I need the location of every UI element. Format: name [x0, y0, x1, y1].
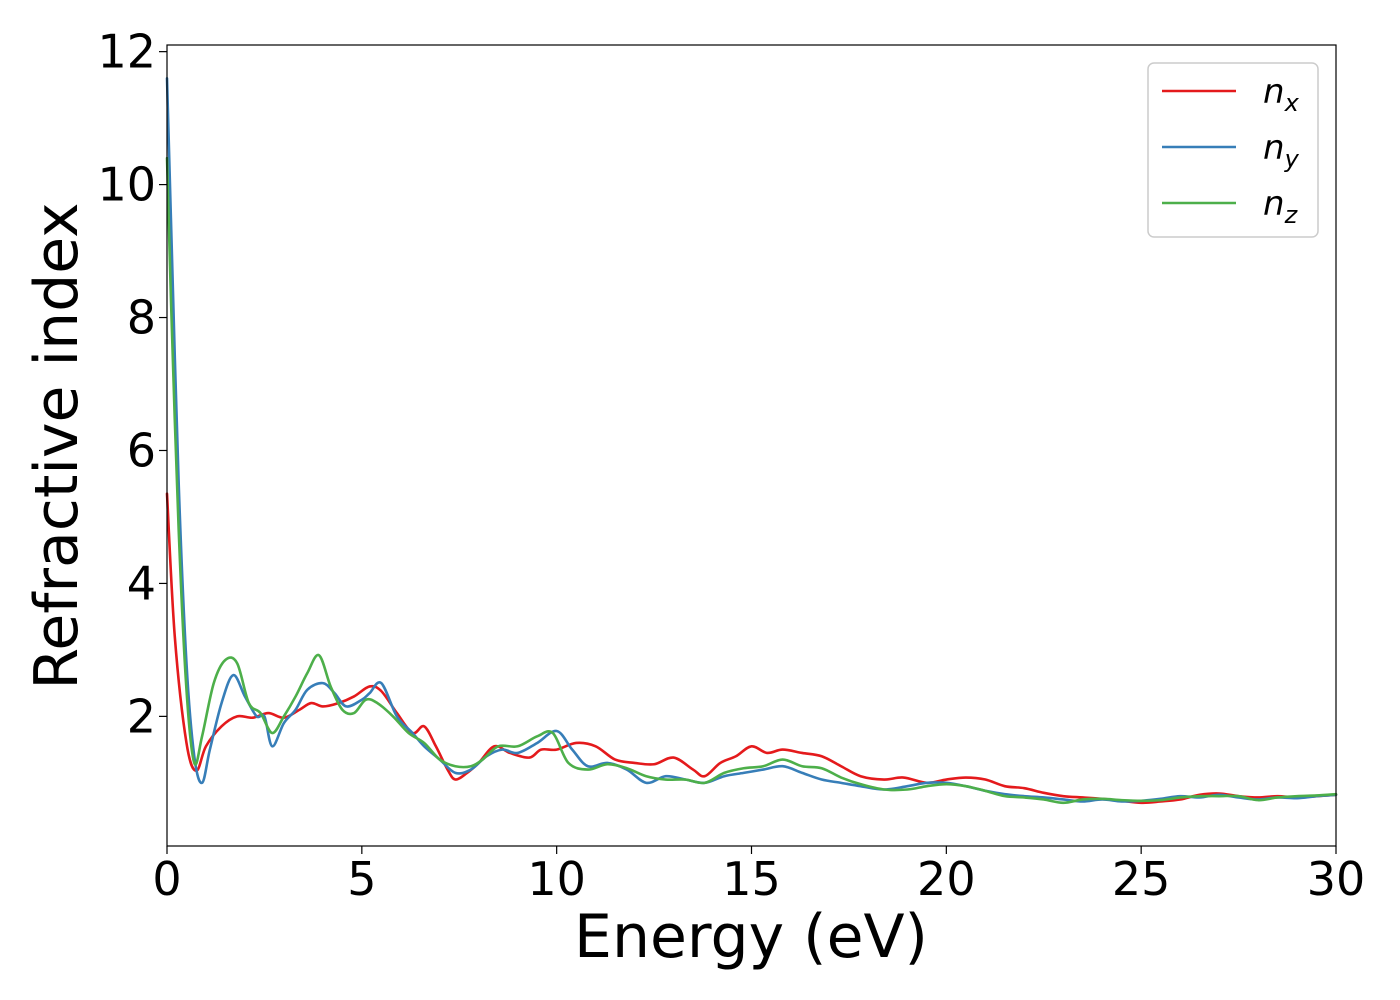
legend-label-subscript: x — [1284, 89, 1300, 117]
y-tick-label: 4 — [127, 556, 156, 610]
y-axis-label: Refractive index — [22, 202, 92, 689]
x-tick-label: 20 — [917, 852, 976, 906]
x-tick-label: 15 — [722, 852, 781, 906]
y-tick-label: 6 — [127, 423, 156, 477]
legend-label-x: nx — [1263, 72, 1300, 117]
x-tick-label: 10 — [527, 852, 586, 906]
legend-label-y: ny — [1263, 128, 1300, 173]
x-axis-label: Energy (eV) — [574, 902, 928, 972]
x-axis: 0 5 10 15 20 25 30 — [152, 846, 1365, 906]
x-tick-label: 30 — [1307, 852, 1366, 906]
legend-label-z: nz — [1263, 184, 1299, 229]
y-tick-label: 2 — [127, 689, 156, 743]
legend-box — [1147, 62, 1319, 238]
series-line-n-z — [165, 156, 1338, 805]
series-layer — [165, 76, 1338, 805]
legend-label-base: n — [1263, 184, 1285, 224]
y-tick-label: 12 — [97, 25, 156, 79]
y-tick-label: 8 — [127, 291, 156, 345]
x-tick-label: 5 — [347, 852, 376, 906]
legend-label-subscript: z — [1284, 201, 1299, 229]
legend-label-base: n — [1263, 128, 1285, 168]
y-tick-label: 10 — [97, 158, 156, 212]
x-tick-label: 25 — [1112, 852, 1171, 906]
legend-label-subscript: y — [1284, 145, 1300, 173]
x-tick-label: 0 — [152, 852, 181, 906]
legend-label-base: n — [1263, 72, 1285, 112]
y-axis: 2 4 6 8 10 12 — [97, 25, 167, 743]
